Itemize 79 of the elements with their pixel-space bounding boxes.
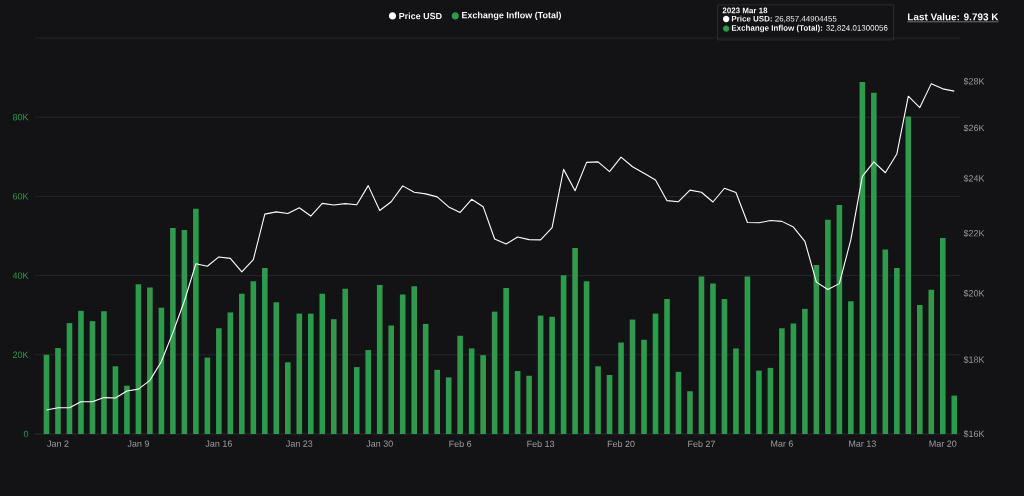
- bar: [779, 328, 785, 434]
- x-tick-label: Feb 27: [688, 440, 715, 448]
- bar: [434, 369, 440, 434]
- bar: [951, 395, 958, 434]
- y2-tick-label: $22K: [963, 229, 985, 237]
- bar: [572, 247, 578, 434]
- bar: [262, 268, 268, 434]
- bar: [147, 287, 153, 434]
- bar: [848, 301, 854, 434]
- bar: [399, 294, 406, 434]
- bar: [193, 208, 199, 434]
- bar: [285, 362, 291, 434]
- y2-tick-label: $28K: [963, 77, 985, 86]
- x-tick-label: Mar 20: [929, 440, 957, 447]
- y-tick-label: 40K: [12, 272, 29, 279]
- bar: [239, 293, 245, 434]
- bar: [664, 298, 670, 434]
- x-tick-label: Jan 9: [127, 440, 149, 447]
- y-tick-label: 20K: [12, 351, 29, 358]
- bar: [353, 367, 360, 434]
- bar: [388, 325, 395, 434]
- x-tick-label: Feb 6: [449, 440, 472, 448]
- bar: [445, 377, 452, 434]
- bar: [939, 237, 946, 434]
- x-tick-label: Feb 13: [527, 440, 555, 448]
- x-tick-label: Jan 30: [366, 440, 393, 447]
- bar: [124, 385, 130, 434]
- y-tick-label: 80K: [12, 114, 29, 121]
- x-tick-label: Mar 13: [849, 440, 876, 447]
- bar: [641, 339, 647, 434]
- bar: [595, 366, 601, 434]
- bar: [825, 219, 831, 434]
- bar: [307, 313, 314, 434]
- bar: [894, 268, 900, 434]
- bar: [549, 316, 555, 434]
- bar: [216, 328, 222, 434]
- x-tick-label: Jan 23: [285, 440, 313, 447]
- bar: [468, 348, 475, 434]
- bar: [756, 370, 762, 434]
- x-tick-label: Jan 2: [47, 440, 69, 447]
- x-tick-label: Feb 20: [607, 440, 635, 448]
- text: Last Value: 9.793 K: [907, 13, 999, 21]
- bar: [917, 304, 923, 434]
- y-tick-label: 0: [23, 430, 29, 438]
- y2-tick-label: $16K: [963, 430, 985, 438]
- x-tick-label: Mar 6: [771, 440, 793, 447]
- y2-tick-label: $26K: [963, 124, 985, 132]
- bar: [296, 313, 303, 434]
- bar: [101, 311, 107, 434]
- legend-label: Price USD: [399, 12, 442, 20]
- bar: [342, 288, 349, 434]
- bar: [55, 348, 61, 434]
- bar: [710, 283, 716, 434]
- bar: [526, 375, 532, 434]
- bar: [480, 355, 486, 434]
- bar: [457, 335, 463, 434]
- bar: [687, 391, 693, 434]
- bar: [170, 228, 176, 434]
- bar: [376, 285, 383, 434]
- y2-tick-label: $18K: [963, 356, 985, 364]
- y-tick-label: 60K: [12, 193, 29, 200]
- bar: [227, 312, 234, 434]
- y2-tick-label: $24K: [963, 174, 985, 183]
- bar: [928, 289, 935, 434]
- y2-tick-label: $20K: [963, 289, 985, 298]
- bar: [78, 310, 84, 434]
- legend-label: Exchange Inflow (Total): [462, 11, 561, 21]
- bar: [411, 286, 417, 434]
- x-tick-label: Jan 16: [205, 440, 232, 447]
- line-series: [45, 83, 955, 411]
- bar: [503, 287, 509, 434]
- bar: [871, 92, 877, 434]
- bar: [698, 276, 705, 434]
- bar: [365, 350, 372, 434]
- bar: [319, 293, 326, 434]
- bar: [733, 348, 739, 434]
- bar: [802, 308, 808, 434]
- bar: [618, 342, 624, 434]
- bar: [330, 319, 337, 434]
